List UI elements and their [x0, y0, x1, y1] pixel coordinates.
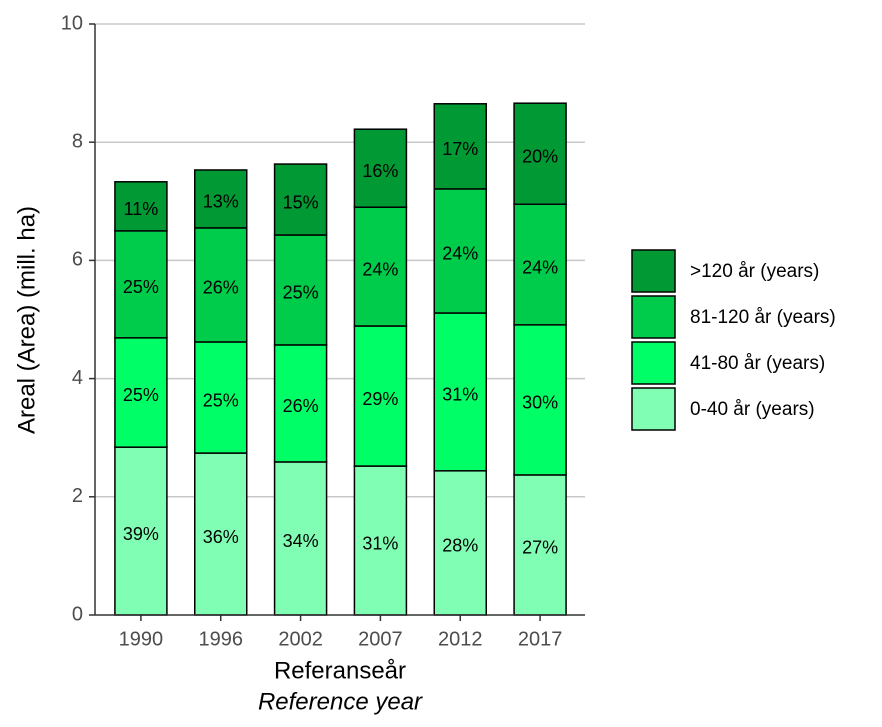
segment-label: 25% [283, 283, 319, 303]
segment-label: 31% [442, 385, 478, 405]
bar-segment [433, 470, 487, 616]
x-tick-label: 1990 [119, 628, 164, 650]
bar-segment [513, 474, 567, 616]
bar-segment [353, 465, 408, 616]
segment-label: 13% [203, 192, 239, 212]
bar-segment [194, 169, 248, 229]
x-tick-label: 2017 [518, 628, 563, 650]
y-tick-label: 0 [72, 603, 83, 625]
legend-label: >120 år (years) [690, 261, 819, 282]
legend-swatch [631, 249, 676, 293]
y-tick-label: 4 [72, 367, 83, 389]
bar-segment [433, 103, 487, 190]
bar-segment [273, 163, 328, 236]
x-tick-label: 2002 [278, 628, 323, 650]
segment-label: 17% [442, 139, 478, 159]
bar-segment [273, 234, 328, 346]
y-tick-label: 2 [72, 485, 83, 507]
legend-label: 41-80 år (years) [690, 353, 825, 374]
segment-label: 30% [522, 393, 558, 413]
bar-segment [353, 325, 408, 467]
bar-segment [353, 128, 408, 208]
bar-segment [513, 203, 567, 326]
segment-label: 26% [203, 278, 239, 298]
y-tick-label: 8 [72, 130, 83, 152]
segment-label: 24% [522, 257, 558, 277]
bar-segment [114, 446, 168, 616]
segment-label: 24% [362, 259, 398, 279]
legend-label: 81-120 år (years) [690, 307, 836, 328]
segment-label: 29% [362, 389, 398, 409]
bar-segment [353, 206, 408, 327]
bar-segment [194, 452, 248, 616]
legend-label: 0-40 år (years) [690, 399, 815, 420]
bar-segment [433, 188, 487, 314]
bar-segment [513, 102, 567, 206]
segment-label: 25% [123, 385, 159, 405]
segment-label: 28% [442, 536, 478, 556]
segment-label: 39% [123, 524, 159, 544]
segment-label: 36% [203, 527, 239, 547]
legend-swatch [631, 387, 676, 431]
legend-swatch [631, 341, 676, 385]
bar-segment [513, 324, 567, 476]
x-tick-label: 2012 [438, 628, 483, 650]
x-tick-label: 2007 [358, 628, 403, 650]
bar-segment [114, 181, 168, 232]
segment-label: 31% [362, 533, 398, 553]
segment-label: 11% [124, 199, 159, 219]
segment-label: 27% [522, 538, 558, 558]
bar-segment [273, 461, 328, 616]
segment-label: 34% [283, 531, 319, 551]
x-tick-label: 1996 [199, 628, 244, 650]
y-axis-label: Areal (Area) (mill. ha) [13, 206, 40, 434]
y-tick-label: 6 [72, 249, 83, 271]
legend-swatch [631, 295, 676, 339]
segment-label: 25% [123, 277, 159, 297]
x-axis-label: Referanseår [274, 657, 406, 684]
bar-segment [194, 341, 248, 454]
bar-segment [194, 227, 248, 343]
x-axis-label-en: Reference year [258, 688, 423, 715]
segment-label: 20% [522, 146, 558, 166]
segment-label: 25% [203, 390, 239, 410]
segment-label: 24% [442, 244, 478, 264]
segment-label: 26% [283, 396, 319, 416]
segment-label: 15% [283, 192, 319, 212]
y-tick-label: 10 [61, 12, 83, 34]
segment-label: 16% [362, 161, 398, 181]
bar-segment [273, 344, 328, 463]
